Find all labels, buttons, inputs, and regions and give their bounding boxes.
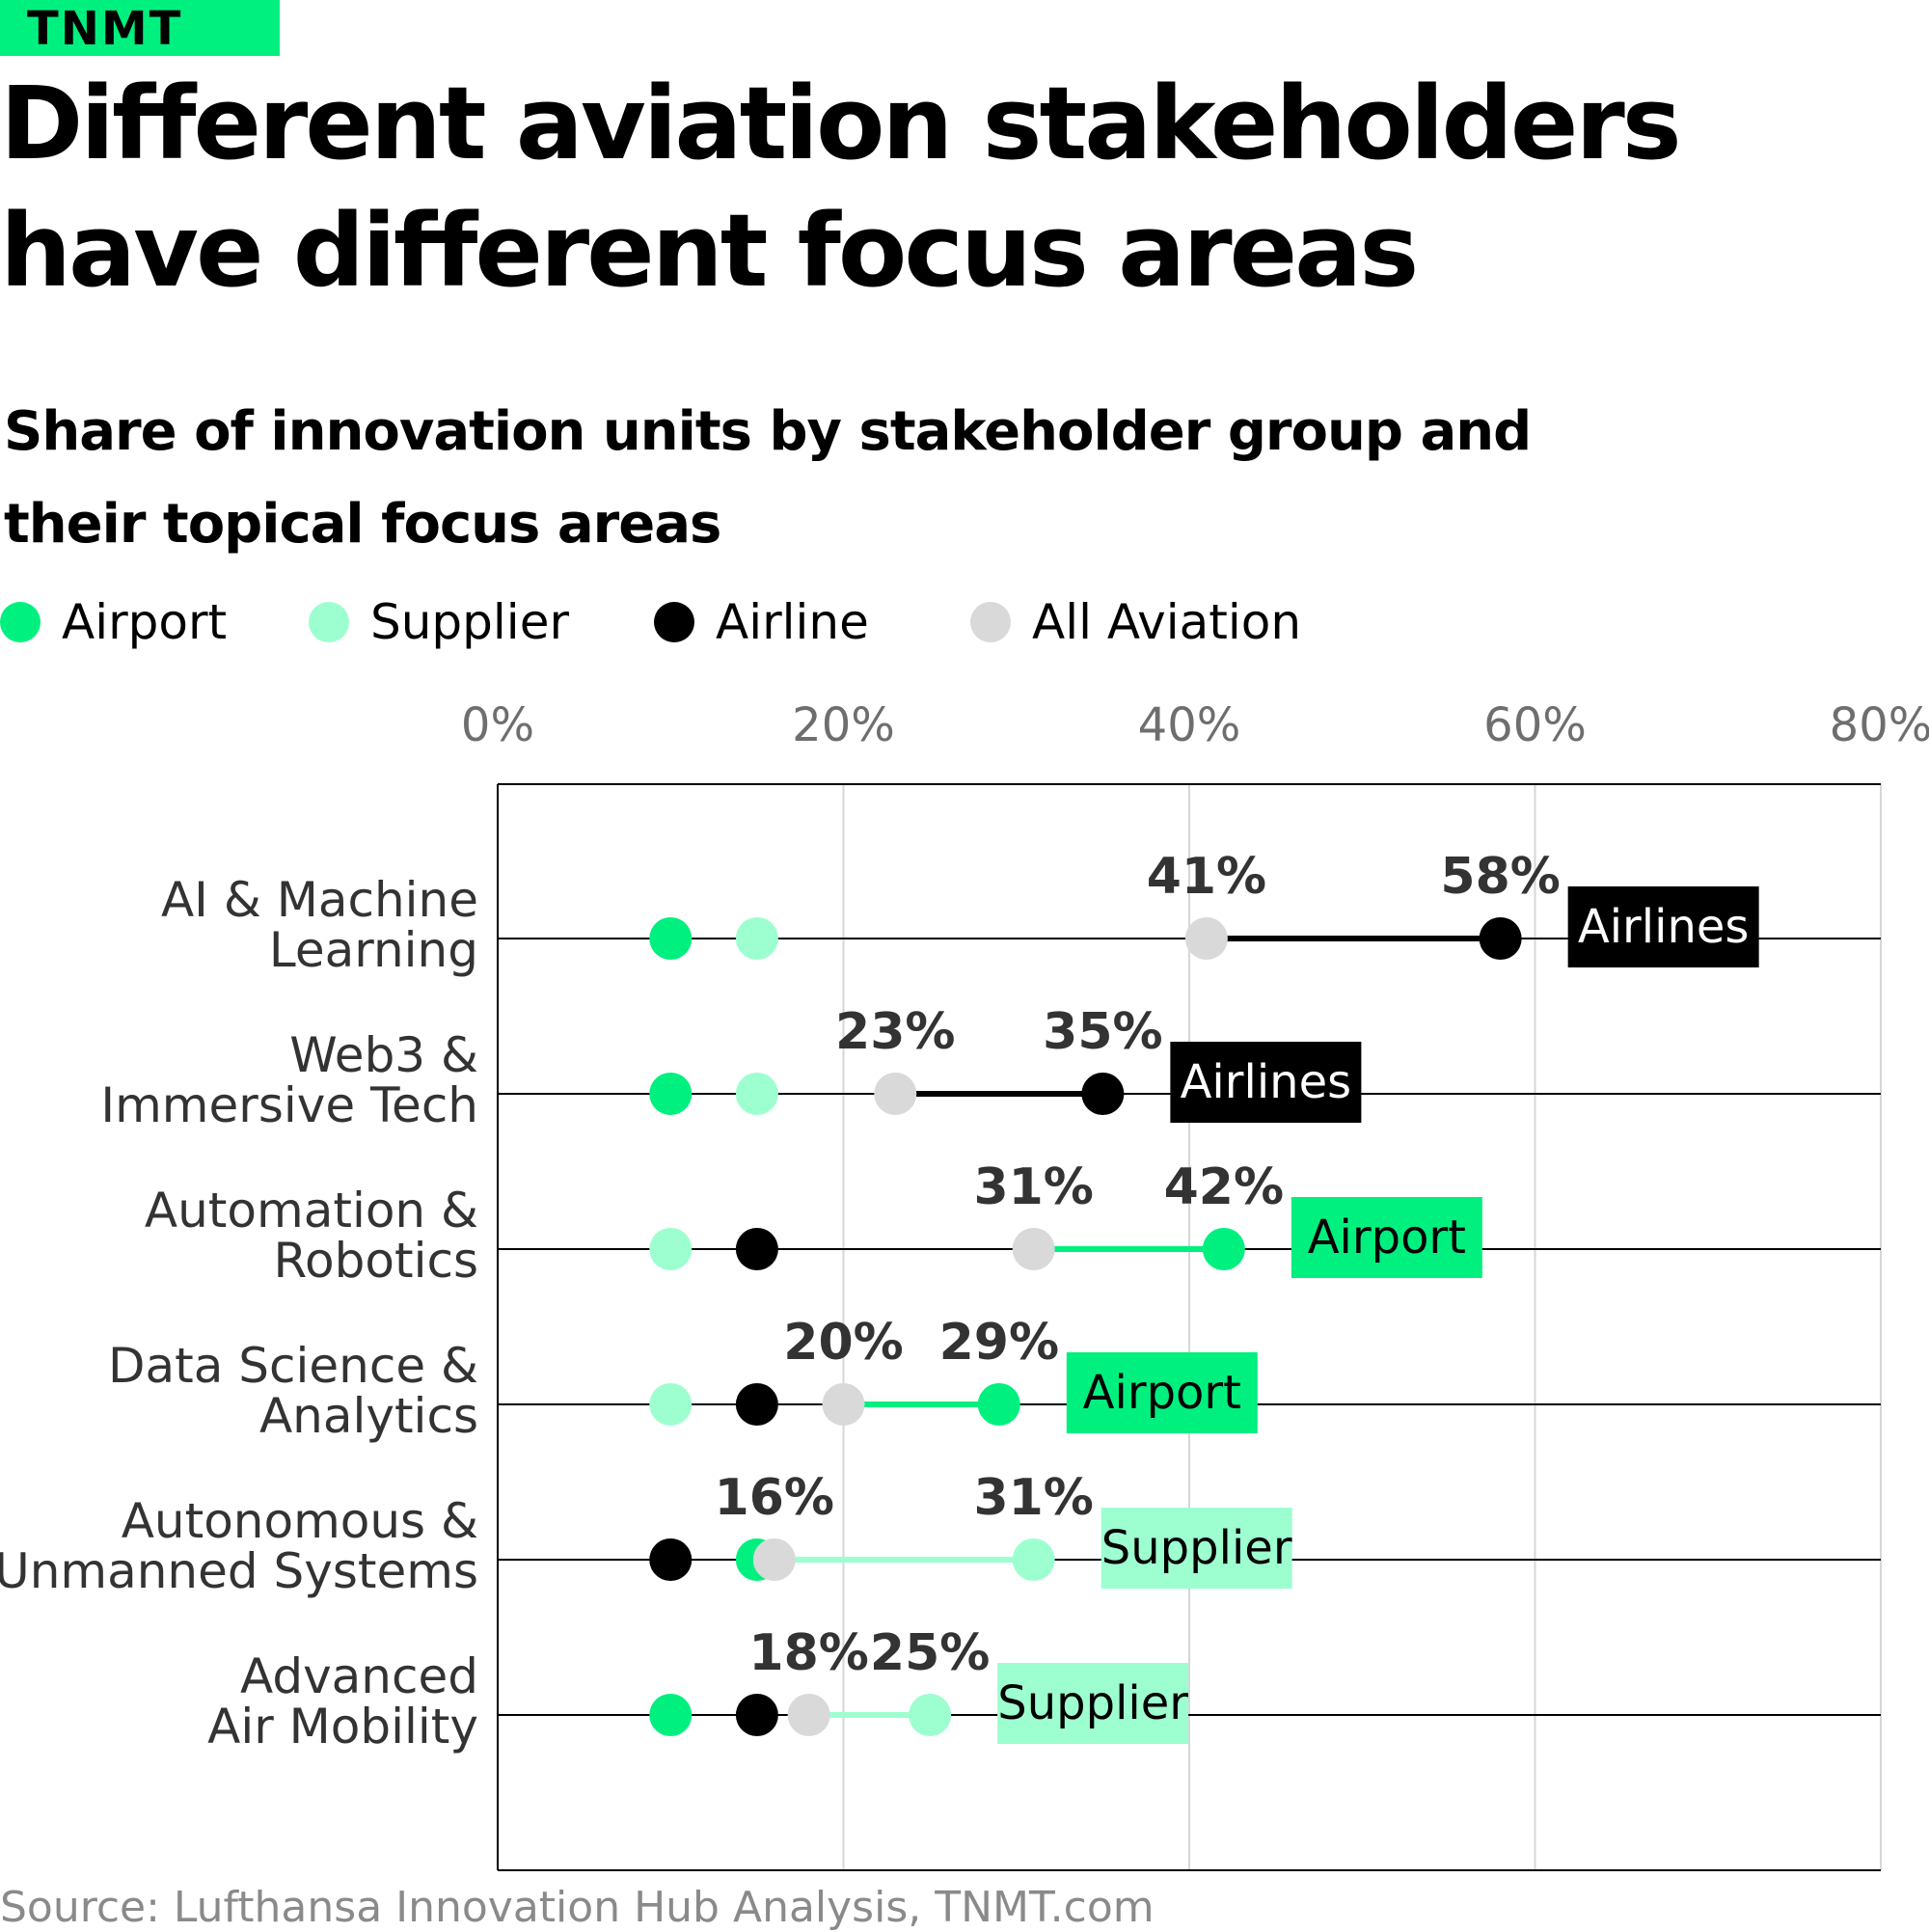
dot-supplier-web3-and-immersive-tech (735, 1073, 778, 1115)
legend-label-supplier: Supplier (370, 594, 570, 650)
legend-item-all-aviation: All Aviation (970, 588, 1301, 656)
legend-label-airport: Airport (62, 594, 228, 650)
highlight-tag-label-data-science-and-analytics: Airport (1083, 1366, 1241, 1420)
dot-airline-web3-and-immersive-tech (1081, 1073, 1125, 1115)
dot-airline-data-science-and-analytics (735, 1383, 778, 1426)
category-label-autonomous-and-unmanned-systems: Unmanned Systems (0, 1543, 478, 1599)
highlight-tag-box-ai-and-machine-learning (1567, 886, 1759, 967)
dot-airport-ai-and-machine-learning (649, 917, 693, 960)
category-label-data-science-and-analytics: Analytics (259, 1388, 478, 1444)
dot-airline-automation-and-robotics (735, 1228, 778, 1270)
x-tick-label: 0% (461, 698, 534, 752)
value-label-all-aviation-advanced-air-mobility: 18% (748, 1624, 868, 1682)
value-label-all-aviation-web3-and-immersive-tech: 23% (835, 1003, 955, 1061)
legend-marker-all-aviation (970, 602, 1011, 642)
x-tick-label: 60% (1483, 698, 1587, 752)
dot-airport-data-science-and-analytics (977, 1383, 1020, 1426)
chart-legend: Airport Supplier Airline All Aviation (0, 588, 1447, 656)
category-label-automation-and-robotics: Robotics (274, 1233, 478, 1289)
category-label-advanced-air-mobility: Advanced (240, 1648, 478, 1704)
value-label-all-aviation-ai-and-machine-learning: 41% (1147, 848, 1266, 906)
dot-all-aviation-ai-and-machine-learning (1184, 917, 1228, 960)
category-label-ai-and-machine-learning: Learning (269, 922, 478, 978)
dot-supplier-automation-and-robotics (649, 1228, 693, 1270)
dot-airport-advanced-air-mobility (649, 1694, 693, 1736)
highlight-tag-label-web3-and-immersive-tech: Airlines (1181, 1055, 1352, 1109)
value-label-all-aviation-data-science-and-analytics: 20% (783, 1314, 903, 1372)
value-label-supplier-autonomous-and-unmanned-systems: 31% (973, 1469, 1093, 1527)
x-tick-label: 40% (1138, 698, 1241, 752)
value-label-airport-data-science-and-analytics: 29% (939, 1314, 1059, 1372)
legend-label-all-aviation: All Aviation (1032, 594, 1302, 650)
x-tick-label: 80% (1830, 698, 1929, 752)
highlight-tag-label-autonomous-and-unmanned-systems: Supplier (1101, 1521, 1292, 1575)
category-label-web3-and-immersive-tech: Web3 & (289, 1027, 478, 1083)
chart-title: Different aviation stakeholders have dif… (0, 65, 1682, 310)
legend-item-supplier: Supplier (309, 588, 569, 656)
highlight-tag-label-ai-and-machine-learning: Airlines (1578, 900, 1750, 954)
dot-supplier-advanced-air-mobility (909, 1694, 952, 1736)
legend-item-airline: Airline (654, 588, 869, 656)
dot-airport-web3-and-immersive-tech (649, 1073, 693, 1115)
category-label-data-science-and-analytics: Data Science & (108, 1338, 478, 1394)
dot-supplier-data-science-and-analytics (649, 1383, 693, 1426)
category-label-ai-and-machine-learning: AI & Machine (161, 872, 478, 928)
legend-marker-airline (654, 602, 694, 642)
value-label-airline-web3-and-immersive-tech: 35% (1043, 1003, 1162, 1061)
brand-logo: TNMT (0, 0, 280, 56)
dot-airline-advanced-air-mobility (735, 1694, 778, 1736)
legend-label-airline: Airline (716, 594, 869, 650)
dot-supplier-ai-and-machine-learning (735, 917, 778, 960)
highlight-tag-box-autonomous-and-unmanned-systems (1100, 1508, 1292, 1589)
dot-airline-autonomous-and-unmanned-systems (649, 1538, 693, 1581)
source-note: Source: Lufthansa Innovation Hub Analysi… (0, 1883, 1155, 1932)
highlight-tag-box-web3-and-immersive-tech (1170, 1042, 1362, 1123)
dot-airport-automation-and-robotics (1202, 1228, 1245, 1270)
dot-supplier-autonomous-and-unmanned-systems (1012, 1538, 1055, 1581)
chart-subtitle: Share of innovation units by stakeholder… (4, 400, 1532, 556)
dot-all-aviation-web3-and-immersive-tech (874, 1073, 917, 1115)
dot-all-aviation-advanced-air-mobility (787, 1694, 830, 1736)
highlight-tag-box-automation-and-robotics (1291, 1197, 1482, 1278)
value-label-airport-automation-and-robotics: 42% (1164, 1158, 1284, 1216)
category-label-advanced-air-mobility: Air Mobility (207, 1699, 478, 1755)
highlight-tag-box-data-science-and-analytics (1066, 1352, 1258, 1433)
legend-marker-supplier (309, 602, 349, 642)
legend-item-airport: Airport (0, 588, 227, 656)
value-label-supplier-advanced-air-mobility: 25% (870, 1624, 990, 1682)
value-label-all-aviation-automation-and-robotics: 31% (973, 1158, 1093, 1216)
highlight-tag-label-automation-and-robotics: Airport (1308, 1211, 1466, 1265)
category-label-automation-and-robotics: Automation & (145, 1183, 478, 1238)
highlight-tag-label-advanced-air-mobility: Supplier (997, 1676, 1188, 1730)
value-label-airline-ai-and-machine-learning: 58% (1440, 848, 1560, 906)
category-label-autonomous-and-unmanned-systems: Autonomous & (122, 1493, 478, 1549)
dot-all-aviation-autonomous-and-unmanned-systems (752, 1538, 796, 1581)
dot-all-aviation-data-science-and-analytics (822, 1383, 865, 1426)
highlight-tag-box-advanced-air-mobility (997, 1663, 1189, 1744)
dot-airline-ai-and-machine-learning (1479, 917, 1522, 960)
value-label-all-aviation-autonomous-and-unmanned-systems: 16% (715, 1469, 834, 1527)
x-tick-label: 20% (792, 698, 895, 752)
dot-all-aviation-automation-and-robotics (1012, 1228, 1055, 1270)
category-label-web3-and-immersive-tech: Immersive Tech (100, 1077, 478, 1133)
legend-marker-airport (0, 602, 41, 642)
